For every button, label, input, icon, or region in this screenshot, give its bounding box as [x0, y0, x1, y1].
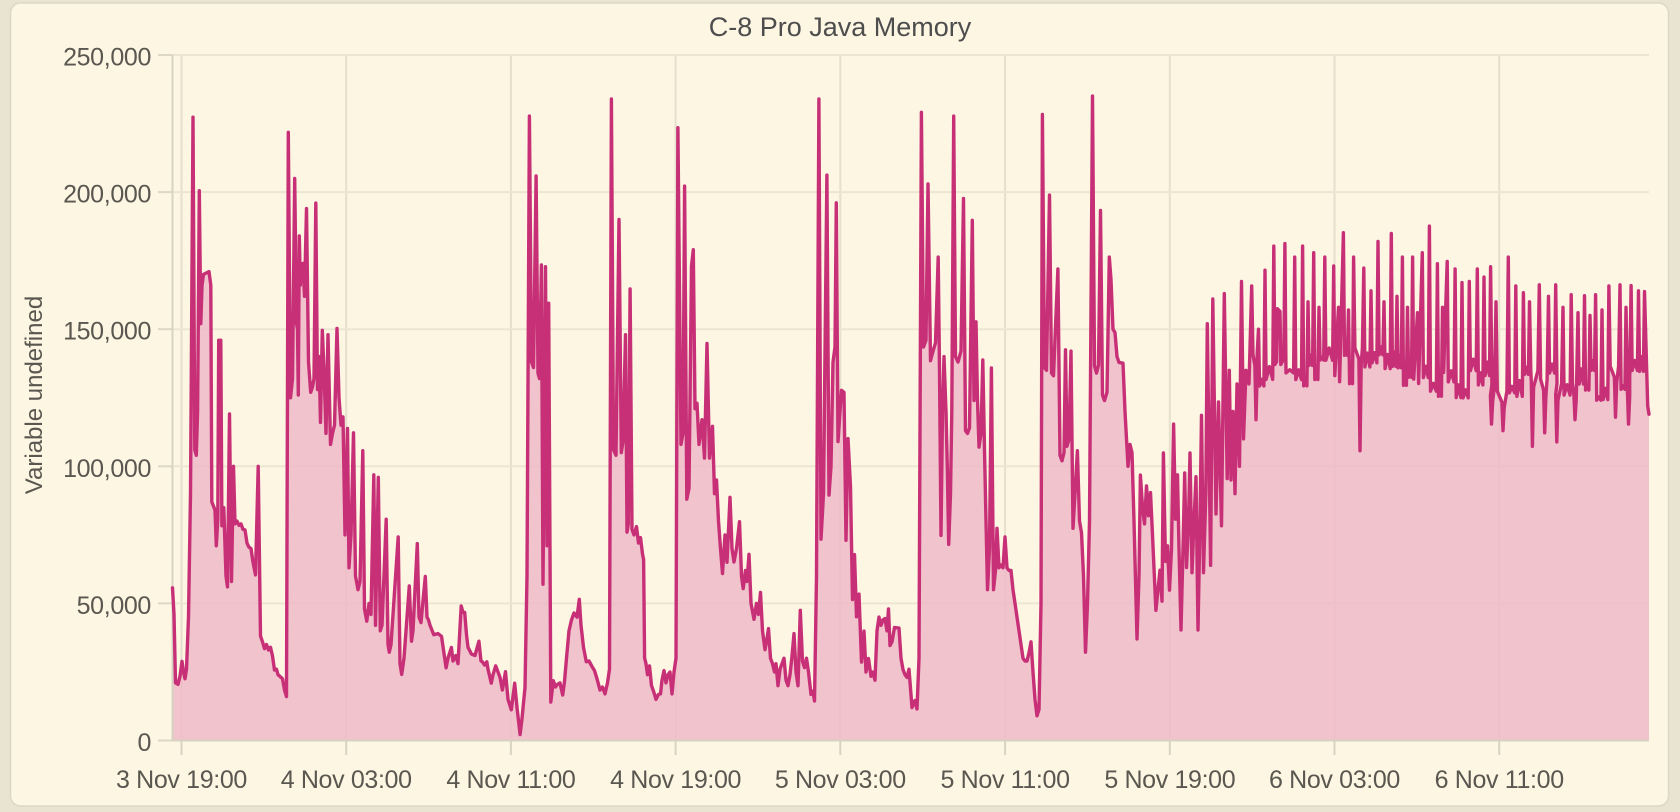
- svg-text:0: 0: [137, 729, 151, 757]
- svg-text:4 Nov 11:00: 4 Nov 11:00: [446, 766, 575, 794]
- svg-text:250,000: 250,000: [63, 44, 151, 72]
- svg-text:6 Nov 03:00: 6 Nov 03:00: [1269, 766, 1400, 794]
- svg-text:5 Nov 19:00: 5 Nov 19:00: [1104, 766, 1235, 794]
- svg-text:50,000: 50,000: [77, 592, 151, 620]
- svg-text:6 Nov 11:00: 6 Nov 11:00: [1435, 766, 1564, 794]
- svg-text:150,000: 150,000: [63, 318, 151, 346]
- svg-text:100,000: 100,000: [63, 455, 151, 483]
- svg-text:3 Nov 19:00: 3 Nov 19:00: [116, 766, 247, 794]
- svg-text:4 Nov 03:00: 4 Nov 03:00: [281, 766, 412, 794]
- svg-text:Variable undefined: Variable undefined: [21, 296, 48, 494]
- svg-text:4 Nov 19:00: 4 Nov 19:00: [610, 766, 741, 794]
- svg-text:5 Nov 11:00: 5 Nov 11:00: [941, 766, 1070, 794]
- svg-text:200,000: 200,000: [63, 181, 151, 209]
- svg-text:C-8 Pro Java Memory: C-8 Pro Java Memory: [709, 12, 972, 42]
- svg-text:5 Nov 03:00: 5 Nov 03:00: [775, 766, 906, 794]
